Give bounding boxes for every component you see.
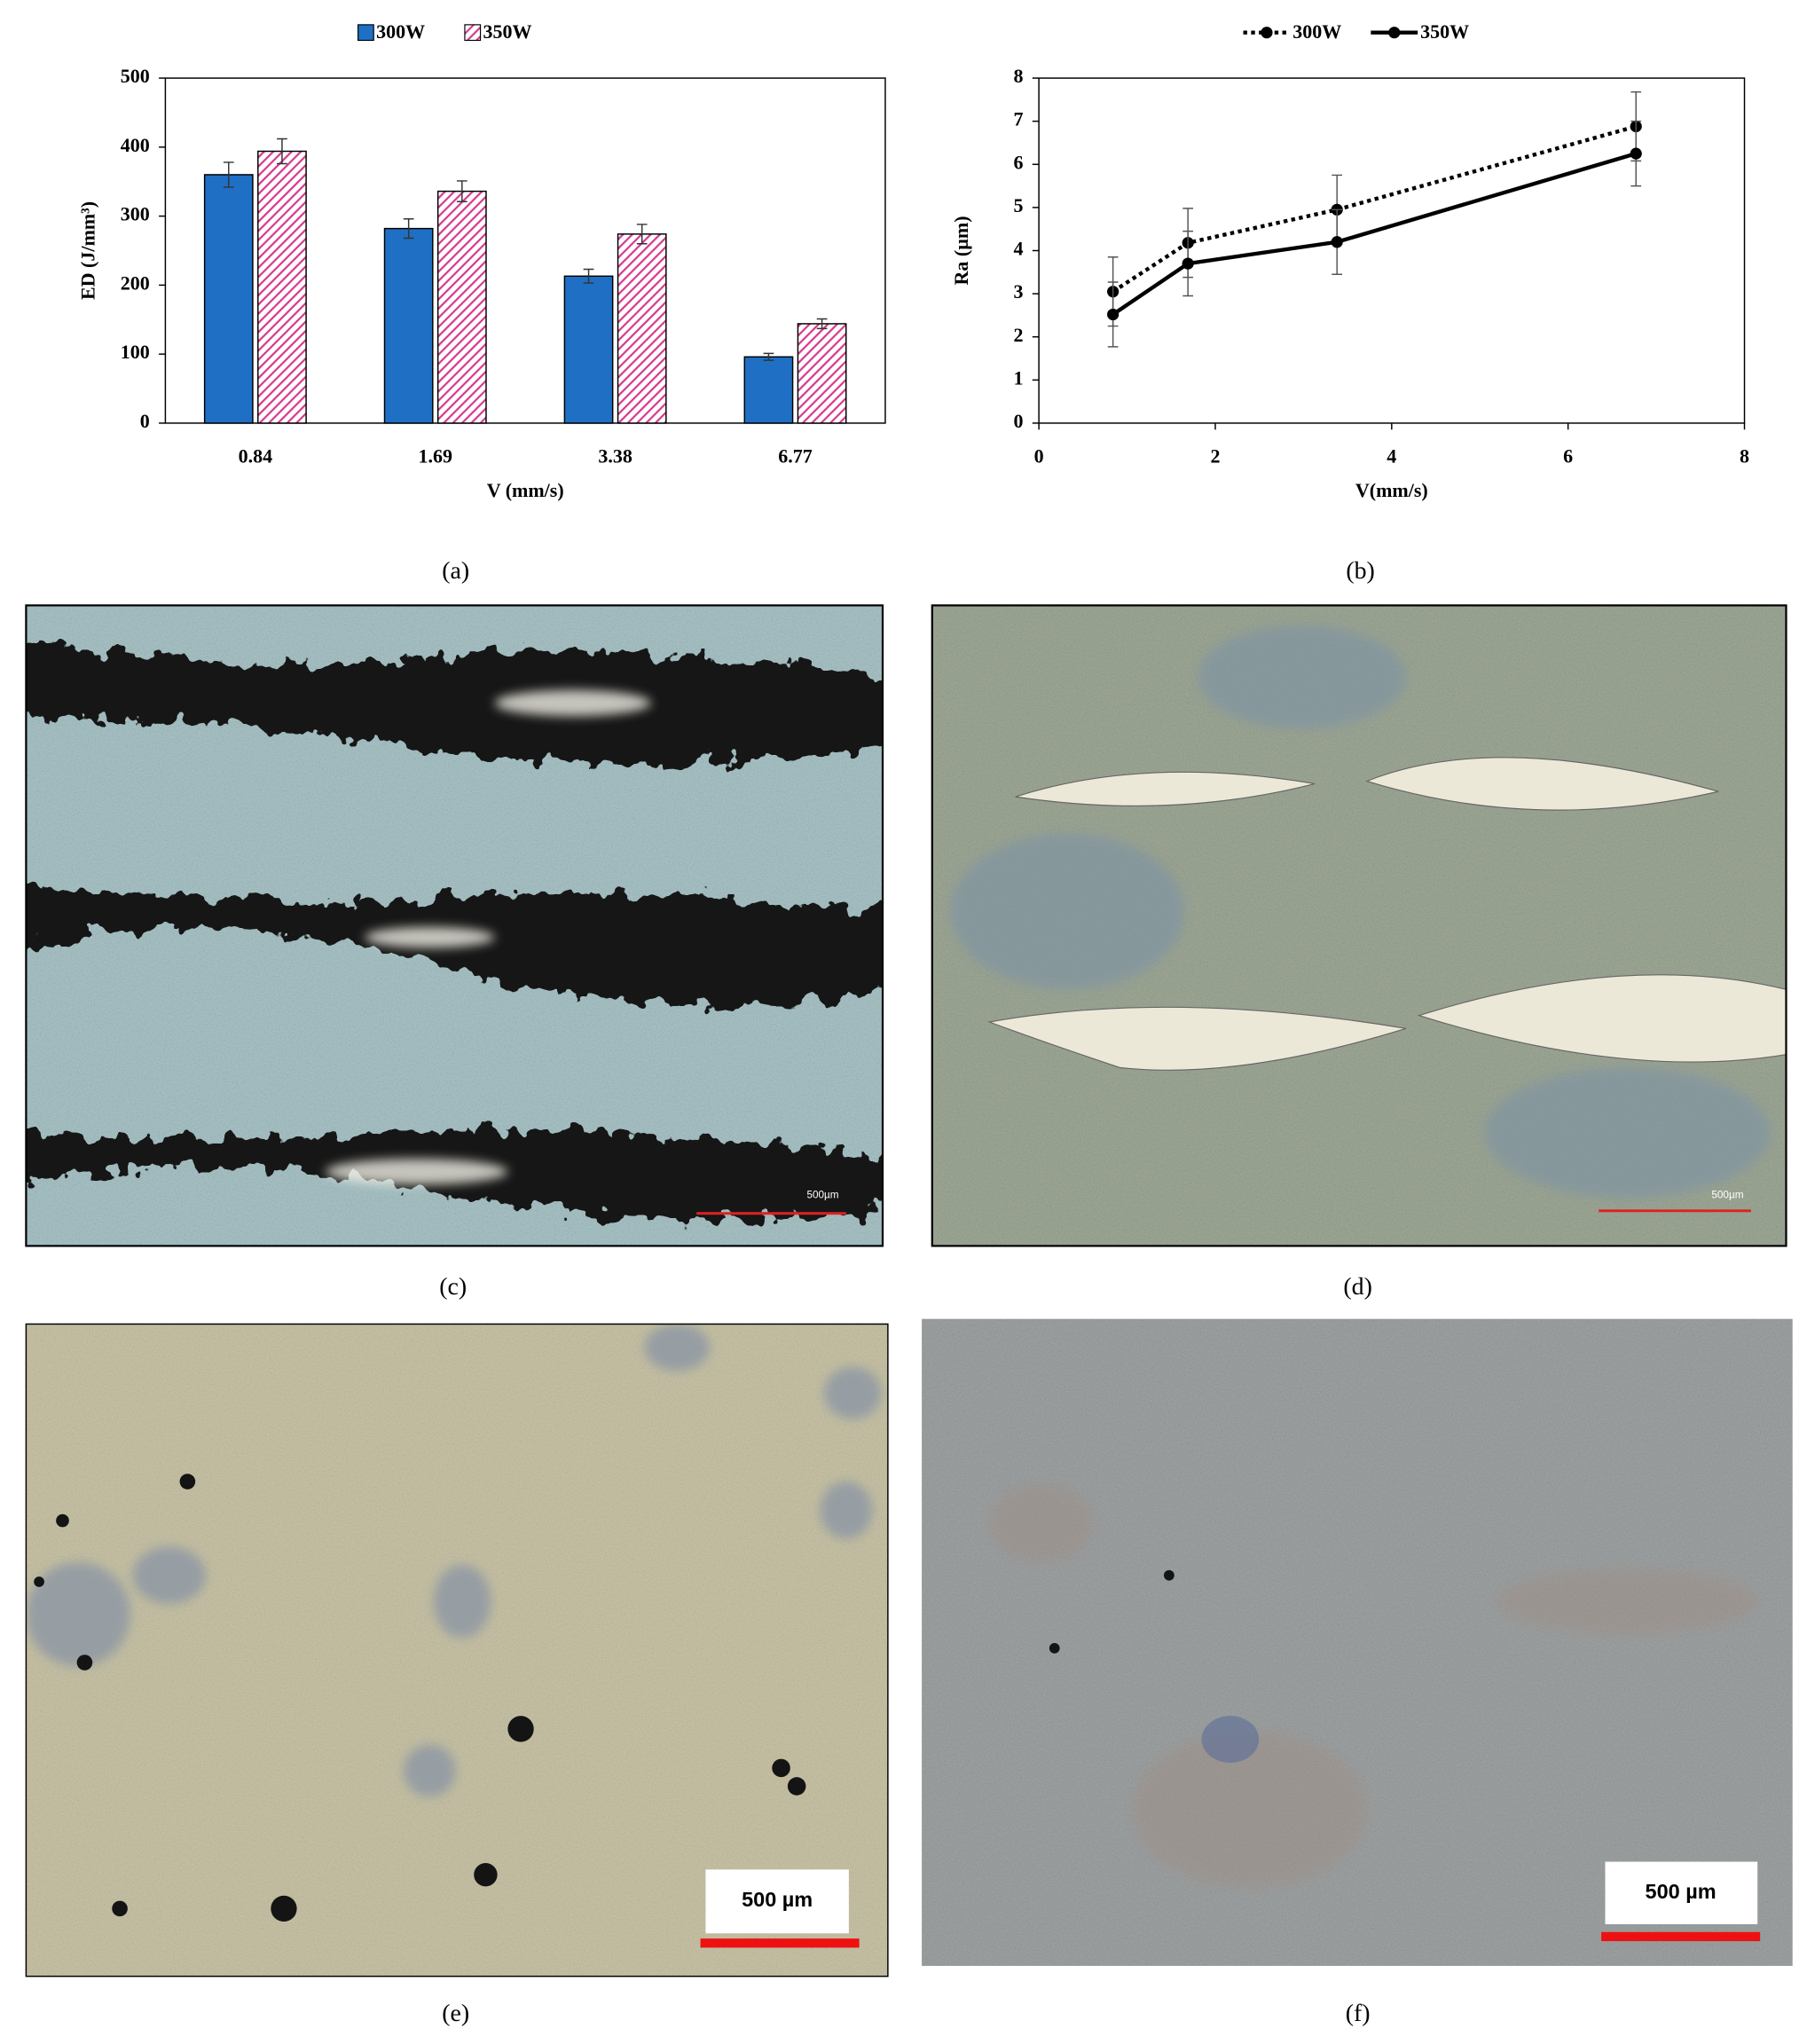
panel-label: (f) (1346, 2000, 1371, 2027)
scale-bar-text: 500 µm (742, 1888, 813, 1911)
y-tick-label: 3 (1014, 280, 1024, 303)
bar (383, 227, 434, 424)
y-tick-label: 0 (1014, 410, 1024, 432)
x-tick-label: 3.38 (598, 445, 632, 468)
legend-label: 300W (1292, 20, 1341, 43)
bar (436, 190, 487, 424)
scale-bar-text: 500 µm (1646, 1880, 1717, 1903)
frame (25, 604, 884, 1247)
legend-label: 350W (1420, 20, 1469, 43)
panel-label: (d) (1343, 1273, 1372, 1301)
y-tick-label: 5 (1014, 194, 1024, 216)
error-bar (277, 138, 287, 165)
error-bar (636, 224, 648, 245)
x-tick-label: 0 (1034, 445, 1044, 468)
y-tick-label: 8 (1014, 65, 1024, 87)
panel-label: (e) (442, 2000, 469, 2027)
point (1630, 147, 1642, 160)
frame (931, 604, 1787, 1247)
y-tick-label: 200 (121, 271, 150, 294)
error-bar (403, 217, 414, 240)
scale-box (705, 1869, 849, 1934)
x-tick-label: 0.84 (239, 445, 273, 468)
panel-label: (a) (442, 557, 469, 585)
error-bar (223, 161, 234, 188)
point (1107, 308, 1120, 321)
bar (617, 233, 667, 424)
plot-frame (164, 77, 886, 424)
scale-bar-text: 500µm (1711, 1189, 1743, 1200)
y-tick-label: 100 (121, 341, 150, 363)
bar (797, 323, 847, 424)
legend-marker (1388, 27, 1401, 39)
error-bar (583, 268, 594, 284)
scale-bar (700, 1938, 860, 1948)
scale-bar-text: 500µm (806, 1189, 838, 1200)
line (1112, 124, 1637, 294)
error-bar (456, 180, 467, 203)
x-tick-label: 8 (1740, 445, 1749, 468)
bar (563, 275, 614, 424)
point (1182, 257, 1194, 270)
bar (743, 356, 794, 424)
bar (257, 150, 307, 424)
legend-label: 350W (483, 20, 531, 43)
micrograph-e: 500 µm (26, 1324, 888, 1977)
x-axis-label: V(mm/s) (1355, 479, 1428, 501)
legend-label: 300W (376, 20, 425, 43)
micrograph-c: 500µm (26, 605, 884, 1246)
scale-bar (1601, 1931, 1761, 1942)
point (1331, 236, 1343, 248)
legend-swatch (357, 24, 374, 42)
x-tick-label: 6 (1563, 445, 1573, 468)
legend-marker (1261, 27, 1273, 39)
y-tick-label: 6 (1014, 151, 1024, 173)
frame (25, 1323, 889, 1977)
micrograph-f: 500 µm (922, 1318, 1793, 1966)
error-bar (816, 318, 828, 330)
error-bar (763, 352, 774, 361)
x-tick-label: 6.77 (778, 445, 812, 468)
y-tick-label: 0 (140, 410, 150, 432)
y-tick-label: 4 (1014, 238, 1024, 260)
x-tick-label: 1.69 (418, 445, 452, 468)
y-axis-label: ED (J/mm³) (76, 201, 98, 300)
y-tick-label: 500 (121, 65, 150, 87)
y-tick-label: 7 (1014, 108, 1024, 130)
bar (203, 174, 254, 424)
x-tick-label: 2 (1210, 445, 1220, 468)
line (1112, 152, 1637, 317)
y-tick-label: 1 (1014, 366, 1024, 389)
y-tick-label: 2 (1014, 324, 1024, 346)
x-tick-label: 4 (1387, 445, 1396, 468)
y-tick-label: 400 (121, 134, 150, 156)
micrograph-d: 500µm (931, 605, 1787, 1246)
scale-box (1605, 1861, 1758, 1924)
y-tick-label: 300 (121, 203, 150, 225)
x-axis-label: V (mm/s) (487, 479, 564, 501)
panel-label: (b) (1346, 557, 1375, 585)
legend-swatch (464, 24, 482, 42)
panel-label: (c) (439, 1273, 467, 1301)
y-axis-label: Ra (µm) (950, 216, 972, 285)
